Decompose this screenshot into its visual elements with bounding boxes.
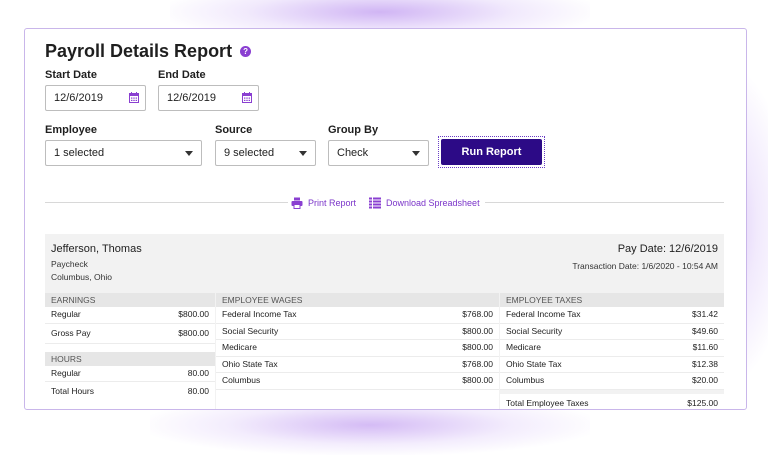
taxes-column: EMPLOYEE TAXES Federal Income Tax $31.42… xyxy=(500,293,724,410)
row-value: $800.00 xyxy=(462,375,493,385)
row-value: $768.00 xyxy=(462,309,493,319)
row-value: $49.60 xyxy=(692,325,718,336)
employee-select[interactable]: 1 selected xyxy=(45,140,202,166)
row-value: 80.00 xyxy=(187,367,209,378)
row-value: $800.00 xyxy=(462,325,493,336)
employee-location: Columbus, Ohio xyxy=(51,272,112,282)
chevron-down-icon xyxy=(412,151,420,156)
run-report-button[interactable]: Run Report xyxy=(441,139,542,165)
row-label: Columbus xyxy=(222,375,261,385)
group-by-select-value: Check xyxy=(337,147,369,159)
row-value: 80.00 xyxy=(187,386,209,396)
report-card: Payroll Details Report ? Start Date 12/6… xyxy=(24,28,747,410)
row-label: Medicare xyxy=(222,342,257,352)
table-row: Social Security $49.60 xyxy=(500,324,724,340)
table-row: Columbus $800.00 xyxy=(216,373,499,390)
row-label: Gross Pay xyxy=(51,327,91,338)
table-row: Regular $800.00 xyxy=(45,307,215,324)
employee-label: Employee xyxy=(45,124,97,136)
row-label: Columbus xyxy=(506,375,545,385)
transaction-date: Transaction Date: 1/6/2020 - 10:54 AM xyxy=(572,261,718,271)
start-date-field[interactable]: 12/6/2019 xyxy=(45,85,146,111)
row-label: Federal Income Tax xyxy=(222,309,297,319)
total-label: Total Employee Taxes xyxy=(506,397,589,408)
chevron-down-icon xyxy=(185,151,193,156)
table-row: Total Hours 80.00 xyxy=(45,382,215,401)
printer-icon xyxy=(291,197,303,209)
download-spreadsheet-label: Download Spreadsheet xyxy=(386,198,480,208)
page-title: Payroll Details Report ? xyxy=(45,41,252,62)
row-value: $768.00 xyxy=(462,358,493,369)
table-row: Ohio State Tax $12.38 xyxy=(500,357,724,373)
row-label: Social Security xyxy=(506,325,563,336)
table-row: Federal Income Tax $768.00 xyxy=(216,307,499,324)
row-label: Social Security xyxy=(222,325,279,336)
row-label: Federal Income Tax xyxy=(506,309,581,319)
page-title-text: Payroll Details Report xyxy=(45,41,233,61)
divider xyxy=(45,202,288,203)
calendar-icon[interactable] xyxy=(129,92,139,103)
help-icon[interactable]: ? xyxy=(240,46,252,57)
row-label: Total Hours xyxy=(51,386,94,396)
table-row: Ohio State Tax $768.00 xyxy=(216,357,499,373)
start-date-label: Start Date xyxy=(45,69,97,81)
hours-header: HOURS xyxy=(45,351,215,366)
row-label: Ohio State Tax xyxy=(222,358,278,369)
table-row: Federal Income Tax $31.42 xyxy=(500,307,724,324)
row-value: $31.42 xyxy=(692,309,718,319)
table-row: Gross Pay $800.00 xyxy=(45,324,215,344)
pay-date: Pay Date: 12/6/2019 xyxy=(617,243,718,255)
end-date-label: End Date xyxy=(158,69,206,81)
pay-type: Paycheck xyxy=(51,259,88,269)
earnings-column: EARNINGS Regular $800.00 Gross Pay $800.… xyxy=(45,293,215,409)
row-value: $11.60 xyxy=(692,342,718,352)
wages-header: EMPLOYEE WAGES xyxy=(216,293,499,307)
row-label: Regular xyxy=(51,367,81,378)
row-value: $20.00 xyxy=(692,375,718,385)
total-value: $125.00 xyxy=(687,397,718,408)
table-row: Medicare $800.00 xyxy=(216,340,499,357)
earnings-header: EARNINGS xyxy=(45,293,215,307)
row-label: Ohio State Tax xyxy=(506,358,562,369)
calendar-icon[interactable] xyxy=(242,92,252,103)
group-by-select[interactable]: Check xyxy=(328,140,429,166)
row-value: $800.00 xyxy=(462,342,493,352)
run-report-focus-ring xyxy=(438,136,545,168)
print-report-link[interactable]: Print Report xyxy=(291,197,356,209)
row-value: $12.38 xyxy=(692,358,718,369)
source-label: Source xyxy=(215,124,253,136)
chevron-down-icon xyxy=(299,151,307,156)
taxes-header: EMPLOYEE TAXES xyxy=(500,293,724,307)
source-select-value: 9 selected xyxy=(224,147,275,159)
table-row: Medicare $11.60 xyxy=(500,340,724,357)
employee-select-value: 1 selected xyxy=(54,147,105,159)
row-label: Regular xyxy=(51,309,81,319)
end-date-field[interactable]: 12/6/2019 xyxy=(158,85,259,111)
paycheck-details: Jefferson, Thomas Paycheck Columbus, Ohi… xyxy=(45,234,724,410)
group-by-label: Group By xyxy=(328,124,379,136)
table-row: Regular 80.00 xyxy=(45,366,215,382)
employee-name: Jefferson, Thomas xyxy=(51,243,142,255)
row-value: $800.00 xyxy=(178,327,209,338)
divider xyxy=(485,202,724,203)
table-row: Columbus $20.00 xyxy=(500,373,724,390)
table-row: Social Security $800.00 xyxy=(216,324,499,340)
download-spreadsheet-link[interactable]: Download Spreadsheet xyxy=(369,197,480,209)
start-date-value: 12/6/2019 xyxy=(54,92,103,104)
spreadsheet-icon xyxy=(369,197,381,209)
row-value: $800.00 xyxy=(178,309,209,319)
row-label: Medicare xyxy=(506,342,541,352)
source-select[interactable]: 9 selected xyxy=(215,140,316,166)
total-row: Total Employee Taxes $125.00 xyxy=(500,394,724,410)
wages-column: EMPLOYEE WAGES Federal Income Tax $768.0… xyxy=(216,293,499,409)
print-report-label: Print Report xyxy=(308,198,357,208)
end-date-value: 12/6/2019 xyxy=(167,92,216,104)
